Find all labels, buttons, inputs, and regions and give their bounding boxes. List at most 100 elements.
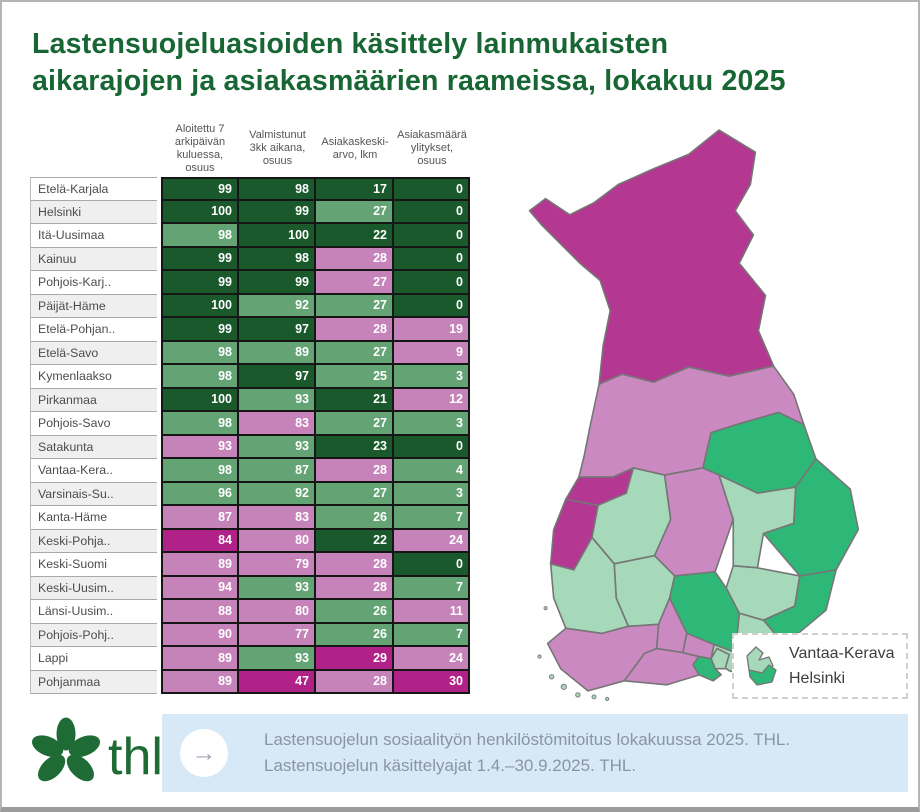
arrow-circle: → xyxy=(180,729,228,777)
value-cell: 3 xyxy=(394,412,470,436)
value-cell: 27 xyxy=(316,412,394,436)
value-cell: 26 xyxy=(316,600,394,624)
map-region-lappi xyxy=(528,129,775,386)
value-cell: 98 xyxy=(161,365,239,389)
row-label: Kanta-Häme xyxy=(30,506,157,530)
value-cell: 3 xyxy=(394,482,470,506)
value-cell: 0 xyxy=(394,200,470,224)
page-title-line1: Lastensuojeluasioiden käsittely lainmuka… xyxy=(32,28,669,60)
map-legend-label-helsinki: Helsinki xyxy=(789,670,846,687)
value-cell: 92 xyxy=(239,482,316,506)
arrow-icon: → xyxy=(191,738,217,767)
map-legend-icon xyxy=(746,646,777,686)
value-cell: 99 xyxy=(239,271,316,295)
value-cell: 28 xyxy=(316,318,394,342)
value-cell: 89 xyxy=(161,553,239,577)
value-cell: 87 xyxy=(161,506,239,530)
row-label: Pohjois-Savo xyxy=(30,412,157,436)
value-cell: 99 xyxy=(161,247,239,271)
value-cell: 88 xyxy=(161,600,239,624)
page-title-line2: aikarajojen ja asiakasmäärien raameissa,… xyxy=(32,65,786,97)
page-title: Lastensuojeluasioiden käsittely lainmuka… xyxy=(32,26,892,100)
value-cell: 0 xyxy=(394,294,470,318)
value-cell: 27 xyxy=(316,200,394,224)
value-cell: 97 xyxy=(239,365,316,389)
row-label: Pohjois-Pohj.. xyxy=(30,623,157,647)
value-cell: 7 xyxy=(394,506,470,530)
column-header-0: Aloitettu 7 arkipäivän kuluessa, osuus xyxy=(174,122,226,174)
archipelago-dots xyxy=(537,606,610,702)
value-cell: 22 xyxy=(316,529,394,553)
value-cell: 93 xyxy=(239,435,316,459)
source-text: Lastensuojelun sosiaalityön henkilöstömi… xyxy=(264,727,790,780)
value-cell: 23 xyxy=(316,435,394,459)
value-cell: 29 xyxy=(316,647,394,671)
source-line-1: Lastensuojelun sosiaalityön henkilöstömi… xyxy=(264,729,791,749)
value-cell: 93 xyxy=(239,647,316,671)
value-cell: 99 xyxy=(239,200,316,224)
value-cell: 87 xyxy=(239,459,316,483)
value-cell: 100 xyxy=(161,200,239,224)
value-cell: 27 xyxy=(316,482,394,506)
row-label: Etelä-Savo xyxy=(30,341,157,365)
row-label: Etelä-Karjala xyxy=(30,177,157,201)
thl-logo: thl xyxy=(28,712,178,799)
row-label: Päijät-Häme xyxy=(30,294,157,318)
value-cell: 96 xyxy=(161,482,239,506)
value-cell: 25 xyxy=(316,365,394,389)
value-cell: 98 xyxy=(239,177,316,201)
value-cell: 30 xyxy=(394,670,470,694)
value-cell: 89 xyxy=(161,647,239,671)
value-cell: 9 xyxy=(394,341,470,365)
value-cell: 93 xyxy=(239,576,316,600)
value-cell: 28 xyxy=(316,459,394,483)
value-cell: 93 xyxy=(239,388,316,412)
value-cell: 98 xyxy=(161,459,239,483)
value-cell: 7 xyxy=(394,623,470,647)
map-region-satakunta xyxy=(549,536,630,635)
finland-map-container: Vantaa-Kerava Helsinki xyxy=(502,124,912,704)
value-cell: 27 xyxy=(316,271,394,295)
map-region-keski-uusimaa xyxy=(681,632,715,660)
map-legend: Vantaa-Kerava Helsinki xyxy=(732,633,908,699)
value-cell: 27 xyxy=(316,294,394,318)
table-corner xyxy=(30,120,157,177)
source-box: → Lastensuojelun sosiaalityön henkilöstö… xyxy=(162,714,908,792)
row-label: Keski-Uusim.. xyxy=(30,576,157,600)
value-cell: 79 xyxy=(239,553,316,577)
finland-map xyxy=(528,129,860,702)
value-cell: 12 xyxy=(394,388,470,412)
thl-flower-icon xyxy=(31,717,101,782)
row-label: Vantaa-Kera.. xyxy=(30,459,157,483)
value-cell: 98 xyxy=(161,412,239,436)
value-cell: 90 xyxy=(161,623,239,647)
value-cell: 89 xyxy=(161,670,239,694)
value-cell: 92 xyxy=(239,294,316,318)
value-cell: 26 xyxy=(316,506,394,530)
row-label: Keski-Suomi xyxy=(30,553,157,577)
map-region-helsinki xyxy=(692,655,722,682)
value-cell: 4 xyxy=(394,459,470,483)
row-label: Kainuu xyxy=(30,247,157,271)
value-cell: 22 xyxy=(316,224,394,248)
value-cell: 0 xyxy=(394,553,470,577)
value-cell: 7 xyxy=(394,576,470,600)
value-cell: 28 xyxy=(316,553,394,577)
row-label: Itä-Uusimaa xyxy=(30,224,157,248)
value-cell: 17 xyxy=(316,177,394,201)
value-cell: 21 xyxy=(316,388,394,412)
value-cell: 0 xyxy=(394,435,470,459)
map-legend-label-vantaa-kerava: Vantaa-Kerava xyxy=(789,645,895,662)
row-label: Keski-Pohja.. xyxy=(30,529,157,553)
value-cell: 0 xyxy=(394,247,470,271)
value-cell: 80 xyxy=(239,529,316,553)
value-cell: 98 xyxy=(161,224,239,248)
value-cell: 94 xyxy=(161,576,239,600)
value-cell: 77 xyxy=(239,623,316,647)
value-cell: 89 xyxy=(239,341,316,365)
value-cell: 0 xyxy=(394,177,470,201)
value-cell: 99 xyxy=(161,318,239,342)
value-cell: 28 xyxy=(316,247,394,271)
value-cell: 100 xyxy=(239,224,316,248)
